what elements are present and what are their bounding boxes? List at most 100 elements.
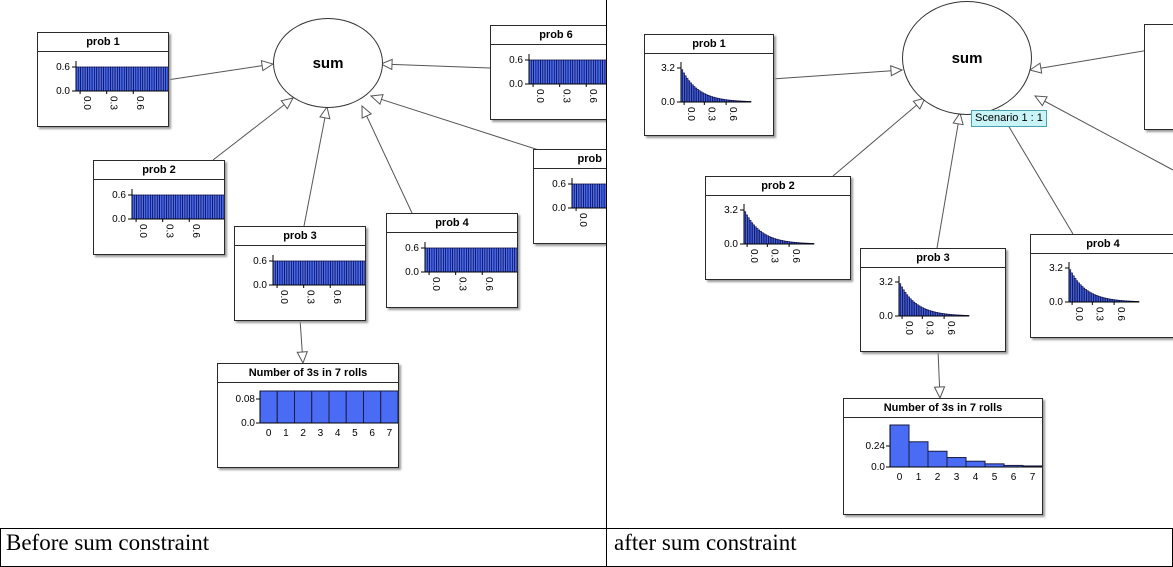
prob-node[interactable]: prob 2 0.6 0.0 0.0 0.3 0.6 [93, 160, 225, 255]
sum-node[interactable]: sum [273, 18, 383, 108]
prob-node[interactable]: prob 0.6 0.0 0.0 [533, 149, 606, 244]
prob-node[interactable]: prob 3 0.6 0.0 0.0 0.3 0.6 [234, 226, 366, 321]
caption-divider [606, 528, 607, 567]
caption-separator [0, 528, 1173, 529]
sum-label: sum [312, 54, 344, 72]
y-tick-label: 0.6 [253, 256, 267, 267]
node-plot: 0.6 0.0 0.0 0.3 0.6 [509, 54, 606, 103]
sum-node[interactable]: sum [902, 1, 1032, 115]
x-tick-label: 6 [369, 428, 375, 439]
x-tick-label: 0.0 [1073, 307, 1084, 321]
node-plot: 0.24 0.0 0 1 2 3 4 5 6 7 [866, 424, 1042, 483]
node-title: prob 3 [861, 249, 1005, 268]
node-plot: 0.6 0.0 0.0 [552, 178, 606, 227]
prob-node[interactable]: prob 4 3.2 0.0 0.0 0.3 0.6 [1030, 234, 1173, 338]
x-tick-label: 0.6 [587, 89, 598, 103]
edge-line [1034, 95, 1173, 171]
edge-arrowhead [296, 351, 308, 365]
y-tick-label: 3.2 [879, 277, 893, 288]
x-tick-label: 0.6 [190, 224, 201, 238]
x-tick-label: 0.6 [945, 321, 956, 335]
prob-node[interactable]: prob 2 3.2 0.0 0.0 0.3 0.6 [705, 176, 851, 280]
x-tick-label: 1 [283, 428, 289, 439]
density-bar [604, 59, 606, 85]
density-bar [362, 260, 365, 286]
x-tick-label: 0.6 [1115, 307, 1126, 321]
edge-arrowhead [260, 60, 275, 72]
node-plot: 3.2 0.0 0.0 0.3 0.6 [1049, 262, 1140, 321]
node-title: prob 6 [491, 26, 606, 45]
prob-node[interactable]: prob 1 3.2 0.0 0.0 0.3 0.6 [644, 34, 774, 136]
edges-before [166, 58, 546, 365]
y-tick-label: 0.6 [509, 55, 523, 66]
y-tick-label: 0.08 [236, 394, 256, 405]
edge-line [380, 63, 491, 69]
density-bar [221, 194, 224, 220]
edge-arrowhead [912, 97, 926, 110]
sum-label: sum [951, 49, 983, 67]
edge-line [361, 105, 413, 214]
edge-arrowhead [1033, 95, 1048, 107]
x-tick-label: 0.0 [430, 277, 441, 291]
y-tick-label: 0.0 [241, 418, 255, 429]
x-tick-label: 7 [1030, 472, 1036, 483]
node-plot: 3.2 0.0 0.0 0.3 0.6 [879, 276, 970, 335]
prob-node-partial[interactable] [1144, 24, 1173, 130]
y-tick-label: 0.6 [552, 179, 566, 190]
x-tick-label: 5 [992, 472, 998, 483]
x-tick-label: 0 [897, 472, 903, 483]
y-tick-label: 0.6 [112, 190, 126, 201]
edge-line [771, 69, 903, 80]
y-tick-label: 0.0 [724, 239, 738, 250]
category-bar [328, 390, 347, 424]
x-tick-label: 0.3 [108, 96, 119, 110]
node-plot: 3.2 0.0 0.0 0.3 0.6 [661, 62, 752, 121]
x-tick-label: 4 [973, 472, 979, 483]
x-tick-label: 6 [1011, 472, 1017, 483]
node-title: prob 4 [387, 214, 517, 233]
y-tick-label: 0.0 [253, 280, 267, 291]
y-tick-label: 0.0 [552, 203, 566, 214]
rolls-node[interactable]: Number of 3s in 7 rolls 0.08 0.0 0 1 2 3 4 5 6 7 [217, 363, 399, 468]
x-tick-label: 0.3 [1093, 307, 1104, 321]
y-tick-label: 3.2 [661, 63, 675, 74]
prob-node[interactable]: prob 6 0.6 0.0 0.0 0.3 0.6 [490, 25, 606, 120]
category-bar [946, 457, 967, 468]
category-bar [927, 450, 948, 468]
x-tick-label: 0.3 [923, 321, 934, 335]
density-bar [165, 66, 168, 92]
category-bar [259, 390, 278, 424]
scenario-badge: Scenario 1 : 1 [971, 110, 1047, 127]
density-bar [514, 247, 517, 273]
x-tick-label: 0.0 [903, 321, 914, 335]
y-tick-label: 0.0 [56, 86, 70, 97]
node-plot: 0.6 0.0 0.0 0.3 0.6 [112, 189, 224, 238]
x-tick-label: 0.0 [748, 249, 759, 263]
edge-arrowhead [369, 94, 384, 106]
x-tick-label: 2 [300, 428, 306, 439]
node-title: Number of 3s in 7 rolls [218, 364, 398, 383]
x-tick-label: 0.0 [137, 224, 148, 238]
edge-line [832, 97, 926, 177]
x-tick-label: 3 [318, 428, 324, 439]
x-tick-label: 0.6 [134, 96, 145, 110]
category-bar [276, 390, 295, 424]
edge-arrowhead [890, 65, 904, 77]
prob-node[interactable]: prob 3 3.2 0.0 0.0 0.3 0.6 [860, 248, 1006, 352]
category-bar [908, 441, 929, 468]
x-tick-label: 0 [266, 428, 272, 439]
x-tick-label: 0.3 [561, 89, 572, 103]
y-tick-label: 0.0 [879, 311, 893, 322]
rolls-node[interactable]: Number of 3s in 7 rolls 0.24 0.0 0 1 2 3 4 5 6 7 [843, 398, 1043, 515]
x-tick-label: 3 [954, 472, 960, 483]
category-bar [294, 390, 313, 424]
prob-node[interactable]: prob 4 0.6 0.0 0.0 0.3 0.6 [386, 213, 518, 308]
category-bar [363, 390, 382, 424]
node-plot: 3.2 0.0 0.0 0.3 0.6 [724, 204, 815, 263]
x-tick-label: 0.3 [164, 224, 175, 238]
x-tick-label: 0.0 [278, 290, 289, 304]
prob-node[interactable]: prob 1 0.6 0.0 0.0 0.3 0.6 [37, 32, 169, 127]
edge-line [370, 95, 546, 153]
x-tick-label: 7 [387, 428, 393, 439]
edges-after [771, 45, 1173, 400]
